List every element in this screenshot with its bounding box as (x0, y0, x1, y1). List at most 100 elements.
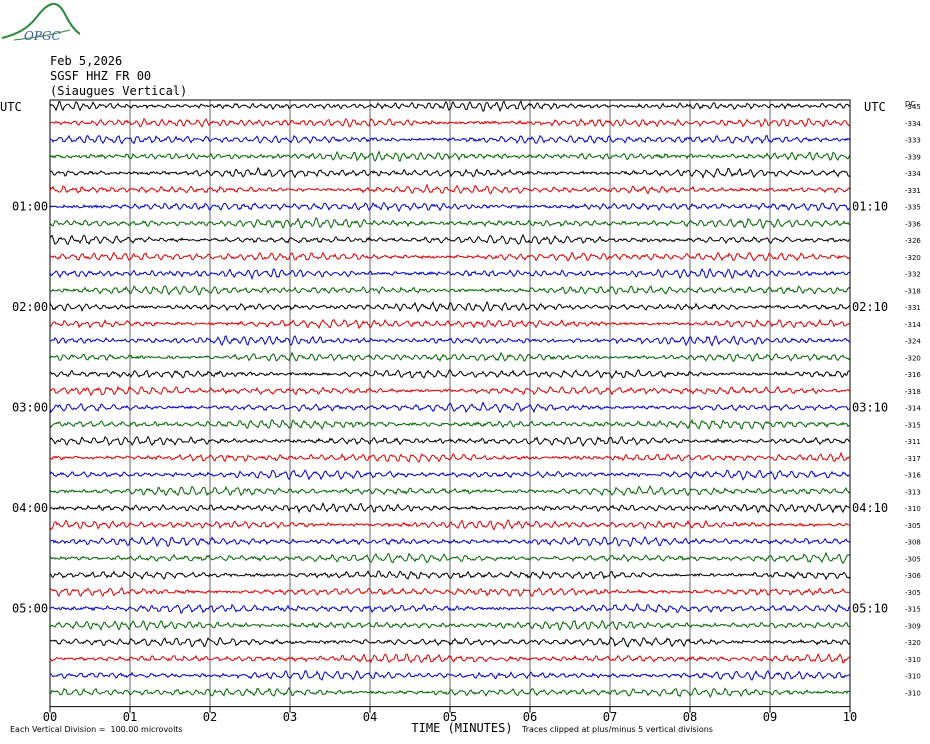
dc-offset-label: -308 (905, 539, 921, 547)
dc-offset-label: -317 (905, 455, 921, 463)
dc-offset-label: -311 (905, 438, 921, 446)
dc-offset-label: -316 (905, 371, 921, 379)
seismic-trace (49, 652, 851, 664)
dc-offset-label: -310 (905, 689, 921, 697)
dc-offset-label: -316 (905, 472, 921, 480)
dc-offset-label: -339 (905, 153, 921, 161)
dc-offset-label: -331 (905, 304, 921, 312)
seismic-trace (49, 267, 851, 281)
dc-offset-label: -326 (905, 237, 921, 245)
logo-text: OPGC (24, 29, 61, 43)
seismic-trace (49, 551, 851, 564)
seismic-trace (49, 201, 851, 213)
dc-offset-label: -318 (905, 388, 921, 396)
seismic-trace (49, 150, 851, 163)
label-layer: 00 01 02 03 04 05 06 07 08 09 10 TIME (MINUTES) UTC U… (0, 100, 921, 735)
seismic-trace (49, 484, 851, 497)
seismic-trace (49, 418, 851, 431)
volcano-logo-icon (1, 2, 80, 39)
seismic-trace (49, 300, 851, 313)
seismic-trace (49, 335, 851, 347)
hour-label-right: 04:10 (852, 501, 888, 515)
dc-offset-label: -324 (905, 338, 921, 346)
x-tick-label: 04 (363, 710, 377, 724)
x-tick-label: 10 (843, 710, 857, 724)
seismic-trace (49, 669, 851, 681)
seismic-trace (49, 318, 851, 330)
dc-offset-label: -320 (905, 354, 921, 362)
seismic-trace (49, 518, 850, 531)
hour-label-right: 01:10 (852, 200, 888, 214)
hour-label-right: 03:10 (852, 401, 888, 415)
scale-note: Each Vertical Division = 100.00 microvol… (10, 725, 183, 734)
dc-offset-label: -333 (905, 137, 921, 145)
seismic-trace (49, 233, 851, 245)
opgc-logo: OPGC (1, 2, 80, 43)
seismic-trace (49, 134, 851, 145)
dc-offset-label: -310 (905, 673, 921, 681)
seismic-trace (49, 117, 851, 128)
dc-offset-label: -345 (905, 103, 921, 111)
x-tick-label: 06 (523, 710, 537, 724)
dc-offset-label: -320 (905, 254, 921, 262)
seismic-trace (49, 251, 851, 262)
hour-label-left: 05:00 (12, 602, 48, 616)
hour-label-left: 04:00 (12, 501, 48, 515)
dc-offset-label: -309 (905, 622, 921, 630)
header-location: (Siaugues Vertical) (50, 84, 188, 98)
seismic-trace (49, 451, 851, 463)
seismic-trace (49, 100, 851, 113)
hour-label-left: 02:00 (12, 300, 48, 314)
x-tick-label: 05 (443, 710, 457, 724)
seismic-trace (49, 183, 851, 195)
left-utc-label: UTC (0, 100, 22, 114)
dc-offset-label: -305 (905, 522, 921, 530)
x-tick-label: 01 (123, 710, 137, 724)
dc-offset-label: -331 (905, 187, 921, 195)
dc-offset-label: -335 (905, 204, 921, 212)
dc-offset-label: -314 (905, 405, 921, 413)
dc-offset-label: -305 (905, 555, 921, 563)
dc-label: DC (905, 100, 915, 108)
dc-offset-label: -320 (905, 639, 921, 647)
trace-layer (49, 100, 851, 698)
right-utc-label: UTC (864, 100, 886, 114)
seismic-trace (49, 469, 851, 481)
header-station: SGSF HHZ FR 00 (50, 69, 152, 83)
x-tick-label: 07 (603, 710, 617, 724)
dc-offset-label: -305 (905, 589, 921, 597)
x-tick-label: 02 (203, 710, 217, 724)
x-tick-label: 00 (43, 710, 57, 724)
dc-offset-label: -310 (905, 505, 921, 513)
seismic-trace (49, 385, 851, 397)
seismic-trace (49, 166, 851, 179)
seismic-trace (49, 636, 851, 648)
seismic-trace (49, 535, 851, 548)
hour-label-left: 03:00 (12, 401, 48, 415)
hour-label-right: 02:10 (852, 300, 888, 314)
seismic-trace (49, 285, 851, 296)
dc-offset-label: -315 (905, 421, 921, 429)
seismic-trace (49, 686, 851, 698)
x-axis-label: TIME (MINUTES) (411, 721, 512, 735)
seismic-trace (49, 351, 851, 362)
clip-note: Traces clipped at plus/minus 5 vertical … (522, 725, 713, 734)
hour-label-left: 01:00 (12, 200, 48, 214)
hour-label-right: 05:10 (852, 602, 888, 616)
dc-offset-label: -314 (905, 321, 921, 329)
dc-offset-label: -318 (905, 287, 921, 295)
dc-offset-label: -313 (905, 488, 921, 496)
header-date: Feb 5,2026 (50, 54, 123, 68)
x-tick-label: 09 (763, 710, 777, 724)
seismic-trace (49, 217, 851, 230)
dc-offset-label: -315 (905, 606, 921, 614)
dc-offset-label: -332 (905, 271, 921, 279)
dc-offset-label: -336 (905, 220, 921, 228)
dc-offset-label: -334 (905, 120, 921, 128)
seismic-trace (49, 401, 851, 414)
dc-offset-label: -310 (905, 656, 921, 664)
x-tick-label: 03 (283, 710, 297, 724)
seismic-trace (49, 570, 851, 581)
dc-offset-label: -306 (905, 572, 921, 580)
seismic-trace (49, 368, 851, 380)
